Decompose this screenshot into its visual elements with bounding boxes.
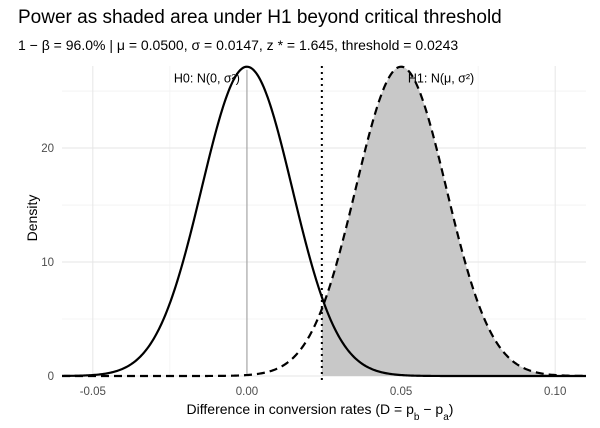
x-tick-label: 0.10 (544, 386, 566, 398)
x-tick-label: -0.05 (80, 386, 106, 398)
h1-density-curve (62, 65, 587, 378)
y-axis-ticks: 0 10 20 (41, 143, 54, 383)
x-tick-label: 0.05 (390, 386, 412, 398)
x-tick-label: 0.00 (236, 386, 258, 398)
y-tick-label: 20 (41, 143, 54, 155)
chart-subtitle: 1 − β = 96.0% | μ = 0.0500, σ = 0.0147, … (18, 37, 458, 53)
y-tick-label: 10 (41, 257, 54, 269)
h1-label: H1: N(μ, σ²) (408, 71, 474, 85)
chart-title: Power as shaded area under H1 beyond cri… (18, 7, 502, 28)
grid-lines (62, 66, 586, 377)
x-axis-title: Difference in conversion rates (D = pb −… (187, 401, 454, 423)
x-axis-ticks: -0.05 0.00 0.05 0.10 (80, 386, 567, 398)
x-axis-title-part: ) (449, 401, 454, 417)
h0-label: H0: N(0, σ²) (174, 71, 240, 85)
x-axis-title-part: b (414, 412, 420, 423)
h0-density-curve (61, 65, 586, 378)
x-axis-title-part: a (443, 412, 449, 423)
y-tick-label: 0 (48, 371, 54, 383)
x-axis-title-part: Difference in conversion rates (D = p (187, 401, 415, 417)
y-axis-title: Density (24, 195, 40, 242)
x-axis-title-part: − p (419, 401, 443, 417)
